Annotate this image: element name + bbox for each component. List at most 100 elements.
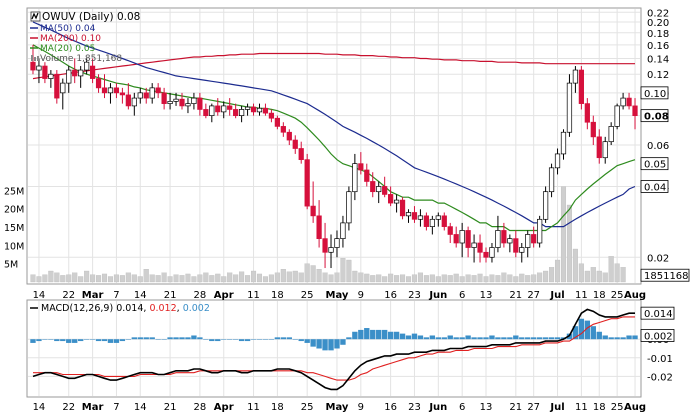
macd-histogram-bar [197, 337, 203, 340]
macd-x-tick-label: 14 [33, 402, 46, 413]
volume-bar [36, 276, 42, 283]
macd-x-tick-label: 11 [247, 402, 260, 413]
candle-body [227, 105, 233, 110]
macd-legend: MACD(12,26,9) 0.014, 0.012, 0.002 [30, 303, 210, 314]
macd-histogram-bar [572, 326, 579, 340]
macd-badge-text: 0.002 [644, 331, 673, 342]
ma20-line [32, 44, 636, 232]
volume-bar [501, 272, 507, 283]
volume-bars [30, 186, 626, 283]
candle-body [209, 105, 215, 116]
candle [197, 92, 203, 116]
volume-bar [596, 270, 602, 283]
x-tick-label: 25 [301, 290, 314, 301]
candle-body [173, 98, 179, 102]
x-tick-label: Apr [214, 290, 234, 301]
macd-legend-title: MACD(12,26,9) [41, 303, 113, 314]
candle-body [298, 148, 304, 161]
candle-body [388, 194, 394, 204]
price-badge-text: 0.04 [644, 182, 666, 193]
candle-body [596, 136, 602, 159]
x-tick-label: 9 [358, 290, 364, 301]
volume-bar [90, 274, 96, 283]
volume-bar [531, 274, 537, 283]
candle-body [89, 65, 96, 79]
candle-body [107, 87, 114, 94]
macd-x-tick-label: 6 [459, 402, 465, 413]
macd-histogram-bar [66, 339, 72, 343]
macd-histogram-bar [417, 335, 424, 340]
macd-panel-frame [26, 299, 642, 398]
macd-x-tick-label: 14 [134, 402, 147, 413]
candle [519, 242, 525, 263]
macd-histogram-bar [435, 337, 441, 340]
macd-badge: 0.002 [640, 329, 675, 342]
candle-body [179, 98, 185, 107]
macd-x-tick-label: Aug [624, 402, 646, 413]
candle [417, 209, 424, 227]
x-tick-label: 23 [408, 290, 421, 301]
macd-histogram-bar [358, 329, 364, 340]
volume-bar [316, 269, 322, 283]
volume-bar [167, 276, 173, 283]
candle-body [316, 215, 322, 239]
macd-histogram-bar [83, 339, 90, 340]
candle [179, 92, 185, 110]
candle [393, 194, 400, 213]
macd-histogram-bar [54, 339, 60, 342]
volume-bar [352, 270, 358, 283]
candle-body [584, 103, 590, 123]
macd-histogram-bar [596, 331, 602, 340]
volume-bar [262, 276, 268, 283]
volume-bar [298, 272, 304, 283]
macd-histogram-bar [387, 331, 394, 340]
volume-bar [322, 272, 328, 283]
macd-histogram-bar [167, 337, 173, 340]
x-tick-label: 14 [33, 290, 46, 301]
macd-histogram-bar [507, 337, 513, 340]
candle-body [215, 105, 221, 113]
macd-histogram-bar [36, 339, 42, 342]
candle-body [310, 205, 316, 217]
candle-body [244, 106, 251, 110]
candle [566, 74, 573, 137]
candle [203, 103, 209, 119]
candle [66, 66, 72, 93]
volume-bar [525, 275, 531, 283]
macd-histogram-bar [411, 333, 418, 340]
volume-bar [149, 274, 155, 283]
volume-bar [608, 256, 614, 283]
volume-bar [590, 267, 596, 283]
price-badge-box [640, 109, 669, 123]
candle [274, 115, 280, 130]
volume-bar [394, 275, 400, 283]
volume-bar [143, 269, 149, 283]
candle [250, 103, 257, 116]
volume-badge-box [640, 268, 690, 282]
volume-bar [203, 272, 209, 283]
macd-histogram-bar [125, 339, 132, 340]
candle [89, 58, 96, 84]
candle [608, 122, 614, 146]
candle-body [620, 97, 626, 107]
macd-x-tick-label: May [326, 402, 349, 413]
macd-histogram-bar [274, 337, 281, 340]
x-tick-label: Jul [549, 290, 564, 301]
volume-bar [584, 270, 590, 283]
macd-x-tick-label: 7 [113, 402, 119, 413]
macd-histogram-bar [286, 337, 292, 340]
volume-legend: Volume 1,851,168 [40, 54, 122, 64]
macd-histogram-bar [262, 339, 269, 340]
macd-histogram-bar [173, 337, 179, 340]
price-tick-label: 0.14 [647, 54, 669, 65]
volume-bar [572, 248, 578, 283]
macd-histogram-bar [298, 339, 304, 342]
ma50-line [32, 21, 636, 228]
x-tick-label: 21 [164, 290, 177, 301]
stockcharts-logo-icon [30, 11, 41, 22]
macd-x-tick-label: 16 [384, 402, 397, 413]
candle [489, 242, 495, 263]
candle [459, 222, 465, 258]
macd-histogram-bar [584, 320, 591, 340]
